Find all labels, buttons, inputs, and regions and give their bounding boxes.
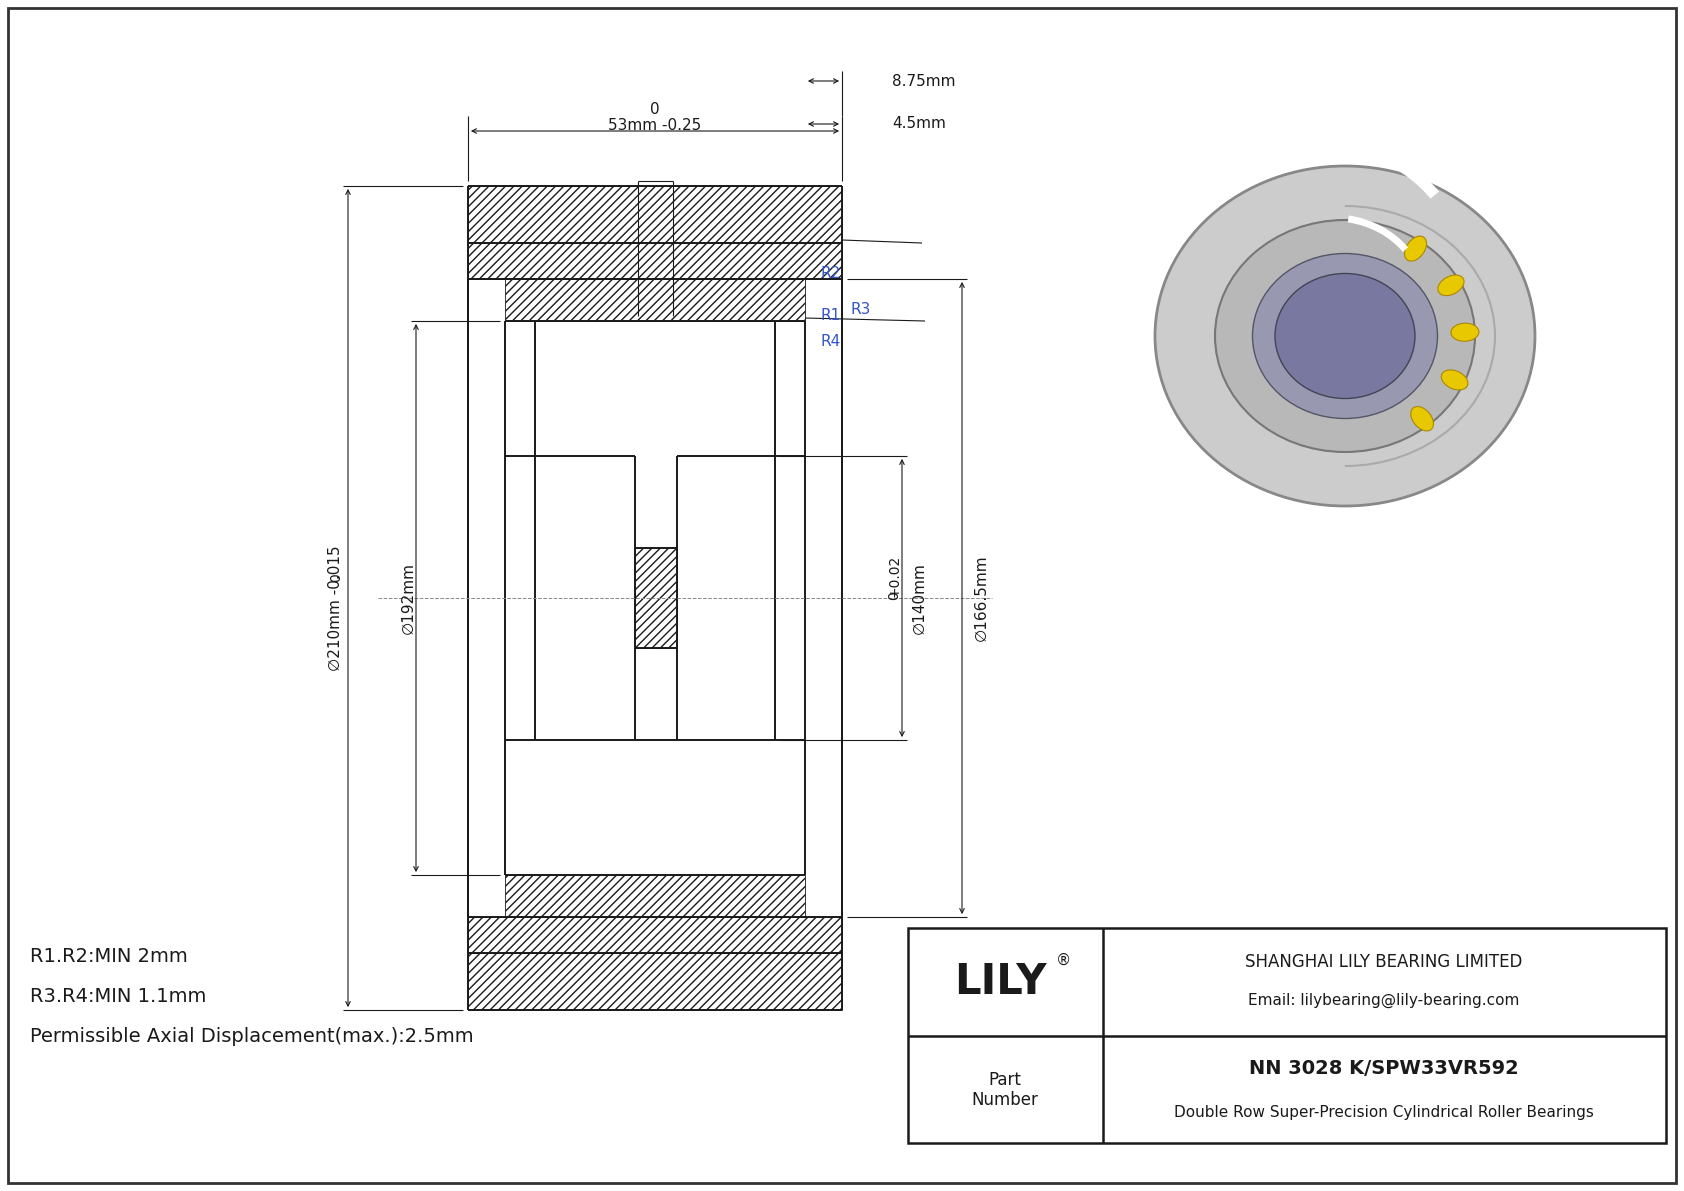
- Text: R2: R2: [820, 267, 840, 281]
- Text: ∅210mm -0.015: ∅210mm -0.015: [328, 545, 344, 671]
- Ellipse shape: [1442, 370, 1468, 389]
- Text: R1.R2:MIN 2mm: R1.R2:MIN 2mm: [30, 947, 187, 966]
- Ellipse shape: [1411, 406, 1433, 431]
- Text: 53mm -0.25: 53mm -0.25: [608, 118, 702, 132]
- Ellipse shape: [1452, 323, 1479, 342]
- Text: R1: R1: [820, 308, 840, 324]
- Text: ∅192mm: ∅192mm: [401, 562, 416, 634]
- Text: NN 3028 K/SPW33VR592: NN 3028 K/SPW33VR592: [1250, 1059, 1519, 1078]
- Bar: [635, 548, 677, 648]
- Text: LILY: LILY: [953, 961, 1046, 1003]
- Bar: [505, 875, 805, 917]
- Text: ∅166.5mm: ∅166.5mm: [973, 555, 989, 641]
- Ellipse shape: [1253, 254, 1438, 418]
- Text: 8.75mm: 8.75mm: [893, 74, 955, 88]
- Bar: [468, 243, 842, 279]
- Text: SHANGHAI LILY BEARING LIMITED: SHANGHAI LILY BEARING LIMITED: [1244, 953, 1522, 971]
- Text: R3.R4:MIN 1.1mm: R3.R4:MIN 1.1mm: [30, 986, 207, 1005]
- Text: ®: ®: [1056, 953, 1071, 967]
- Text: 0: 0: [328, 574, 344, 582]
- Bar: [505, 279, 805, 322]
- Bar: [468, 953, 842, 1010]
- Ellipse shape: [1214, 220, 1475, 453]
- Ellipse shape: [1404, 236, 1426, 261]
- Ellipse shape: [1155, 166, 1536, 506]
- Bar: [468, 186, 842, 243]
- Ellipse shape: [1438, 275, 1463, 295]
- Text: 0: 0: [887, 592, 901, 600]
- Ellipse shape: [1275, 274, 1415, 399]
- Text: 4.5mm: 4.5mm: [893, 117, 946, 131]
- Text: R4: R4: [820, 333, 840, 349]
- Bar: [468, 917, 842, 953]
- Text: Email: lilybearing@lily-bearing.com: Email: lilybearing@lily-bearing.com: [1248, 992, 1519, 1008]
- Text: Double Row Super-Precision Cylindrical Roller Bearings: Double Row Super-Precision Cylindrical R…: [1174, 1104, 1595, 1120]
- Text: Part
Number: Part Number: [972, 1071, 1039, 1109]
- Bar: [908, 928, 1665, 1143]
- Text: ∅140mm: ∅140mm: [913, 562, 926, 634]
- Text: +0.02: +0.02: [887, 555, 901, 597]
- Text: Permissible Axial Displacement(max.):2.5mm: Permissible Axial Displacement(max.):2.5…: [30, 1027, 473, 1046]
- Text: R3: R3: [850, 301, 871, 317]
- Text: 0: 0: [650, 101, 660, 117]
